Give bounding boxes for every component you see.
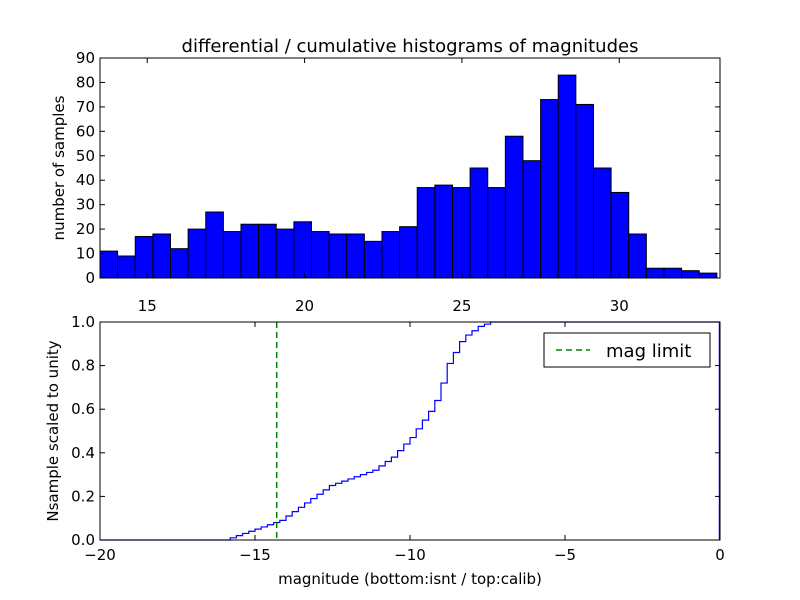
x-tick-label: 30 <box>610 297 629 315</box>
histogram-bar <box>205 211 224 279</box>
histogram-bar <box>152 233 171 279</box>
histogram-bar <box>522 160 542 279</box>
histogram-bar <box>134 235 154 279</box>
x-tick-label: 15 <box>138 297 157 315</box>
histogram-bar <box>117 255 136 279</box>
bottom-axes-frame <box>99 321 721 541</box>
x-tick-label: 25 <box>452 297 471 315</box>
y-tick-label: 0.0 <box>71 531 95 549</box>
bottom-x-axis-label: magnitude (bottom:isnt / top:calib) <box>278 570 542 588</box>
x-tick-label: 0 <box>715 546 725 564</box>
histogram-bar <box>346 233 365 279</box>
histogram-bar <box>487 187 506 279</box>
histogram-bar <box>504 135 524 279</box>
bottom-y-axis-label: Nsample scaled to unity <box>44 340 62 521</box>
histogram-bar <box>575 103 594 279</box>
top-axes-frame <box>99 57 721 279</box>
y-tick-label: 30 <box>76 196 95 214</box>
y-tick-label: 70 <box>76 98 95 116</box>
histogram-bar <box>328 233 348 279</box>
x-tick-label: −15 <box>239 546 271 564</box>
y-tick-label: 40 <box>76 171 95 189</box>
histogram-bar <box>416 187 436 279</box>
histogram-bar <box>698 272 718 279</box>
histogram-bar <box>99 250 119 279</box>
histogram-bar <box>469 167 489 279</box>
histogram-bar <box>645 267 665 279</box>
y-tick-label: 0.2 <box>71 487 95 505</box>
y-tick-label: 1.0 <box>71 313 95 331</box>
y-tick-label: 0.6 <box>71 400 95 418</box>
histogram-bar <box>363 240 383 279</box>
y-tick-label: 50 <box>76 147 95 165</box>
x-tick-label: −5 <box>554 546 576 564</box>
bottom-lines-group <box>100 321 720 541</box>
cumulative-step-line <box>100 321 720 541</box>
histogram-bar <box>310 231 330 279</box>
y-tick-label: 80 <box>76 73 95 91</box>
histogram-bar <box>169 248 189 279</box>
top-ticks-group: 0 10 20 30 40 50 60 70 80 90 15 20 25 30 <box>76 49 720 315</box>
histogram-bar <box>240 223 260 279</box>
y-tick-label: 90 <box>76 49 95 67</box>
histogram-bar <box>187 228 207 279</box>
histogram-bar <box>222 231 242 279</box>
x-tick-label: −10 <box>394 546 426 564</box>
chart-title: differential / cumulative histograms of … <box>182 36 639 57</box>
histogram-bar <box>628 233 647 279</box>
y-tick-label: 0 <box>85 269 95 287</box>
histogram-bar <box>258 223 277 279</box>
histogram-bar <box>610 191 630 279</box>
histogram-bar <box>399 226 418 279</box>
bottom-cumulative-chart: magnitude (bottom:isnt / top:calib) Nsam… <box>44 313 725 588</box>
y-tick-label: 60 <box>76 122 95 140</box>
histogram-bar <box>434 184 453 279</box>
histogram-bar <box>681 270 700 279</box>
histogram-bar <box>557 74 577 279</box>
x-tick-label: 20 <box>295 297 314 315</box>
histogram-bar <box>540 99 559 279</box>
y-tick-label: 0.4 <box>71 444 95 462</box>
histogram-bar <box>275 228 295 279</box>
histogram-bar <box>381 231 401 279</box>
legend: mag limit <box>543 332 711 368</box>
histogram-bar <box>293 221 312 279</box>
histogram-bar <box>451 187 471 279</box>
x-tick-label: −20 <box>84 546 116 564</box>
top-histogram-chart: differential / cumulative histograms of … <box>50 36 721 315</box>
y-tick-label: 10 <box>76 245 95 263</box>
y-tick-label: 0.8 <box>71 357 95 375</box>
y-tick-label: 20 <box>76 220 95 238</box>
legend-label: mag limit <box>606 341 691 362</box>
histogram-bar <box>663 267 683 279</box>
histogram-bar <box>592 167 612 279</box>
top-y-axis-label: number of samples <box>50 95 68 240</box>
top-bars-group <box>99 74 718 279</box>
